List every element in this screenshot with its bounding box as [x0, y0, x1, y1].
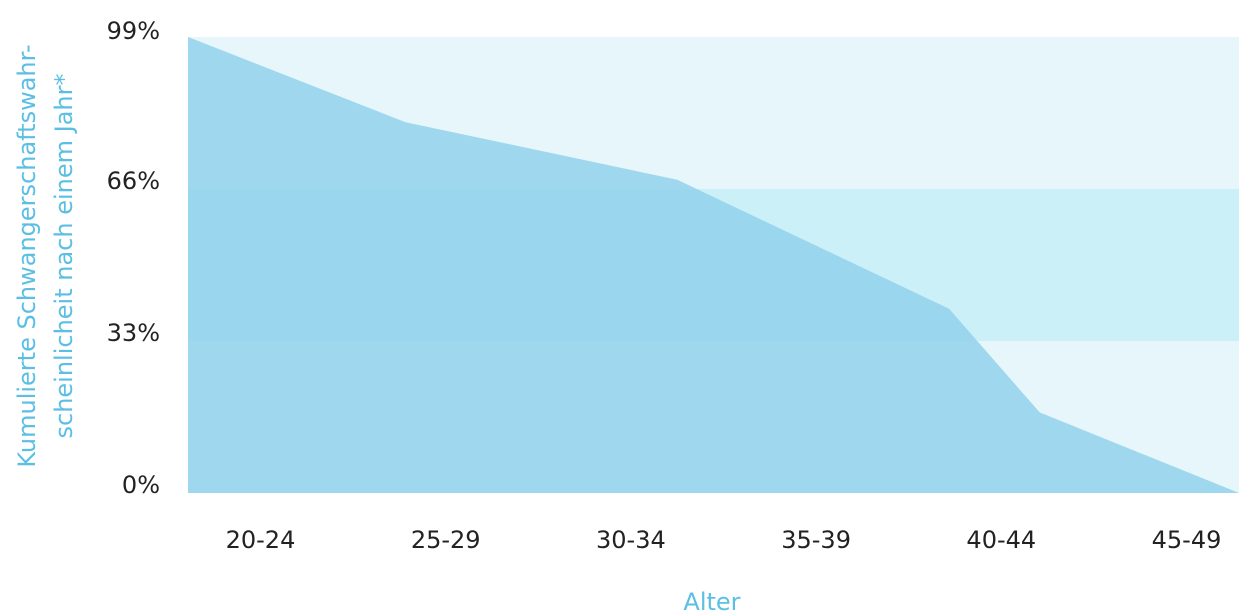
y-axis-title-line-1: Kumulierte Schwangerschaftswahr-	[13, 44, 41, 467]
y-tick-label: 66%	[107, 167, 160, 195]
x-tick-label: 40-44	[966, 526, 1036, 554]
x-axis-ticks: 20-24 25-29 30-34 35-39 40-44 45-49	[226, 526, 1222, 554]
x-axis-title: Alter	[683, 588, 740, 614]
x-tick-label: 25-29	[411, 526, 481, 554]
y-tick-label: 33%	[107, 319, 160, 347]
area-series	[188, 37, 1239, 493]
y-axis-title: Kumulierte Schwangerschaftswahr- scheinl…	[13, 44, 78, 467]
y-axis-ticks: 0% 33% 66% 99%	[107, 17, 160, 499]
y-tick-label: 0%	[122, 471, 160, 499]
x-tick-label: 20-24	[226, 526, 296, 554]
y-axis-title-line-2: scheinlicheit nach einem Jahr*	[50, 73, 78, 438]
y-tick-label: 99%	[107, 17, 160, 45]
x-tick-label: 35-39	[781, 526, 851, 554]
x-tick-label: 30-34	[596, 526, 666, 554]
area-fill	[188, 37, 1239, 493]
x-tick-label: 45-49	[1152, 526, 1222, 554]
